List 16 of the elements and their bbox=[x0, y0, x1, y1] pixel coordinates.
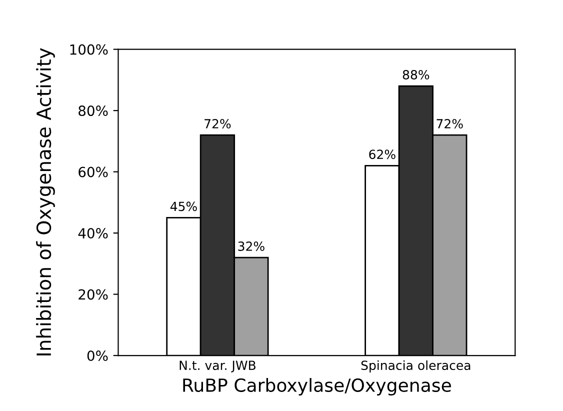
data-label: 88% bbox=[402, 70, 430, 80]
data-label: 72% bbox=[436, 119, 463, 128]
y-tick-label: 40% bbox=[78, 228, 108, 239]
y-tick-label: 80% bbox=[78, 106, 108, 116]
data-label: 32% bbox=[238, 241, 264, 251]
y-tick-label: 20% bbox=[78, 289, 108, 300]
data-label: 72% bbox=[204, 119, 231, 128]
y-tick-label: 0% bbox=[87, 350, 108, 361]
y-tick-label: 100% bbox=[70, 44, 108, 55]
x-tick-label: Spinacia oleracea bbox=[361, 360, 470, 372]
data-label: 62% bbox=[369, 150, 396, 160]
x-tick-label: N.t. var. JWB bbox=[180, 360, 256, 372]
y-axis-title: Inhibition of Oxygenase Activity bbox=[36, 48, 55, 356]
data-label: 45% bbox=[170, 202, 197, 212]
x-axis-title: RuBP Carboxylase/Oxygenase bbox=[183, 378, 451, 396]
y-tick-label: 60% bbox=[78, 166, 108, 178]
